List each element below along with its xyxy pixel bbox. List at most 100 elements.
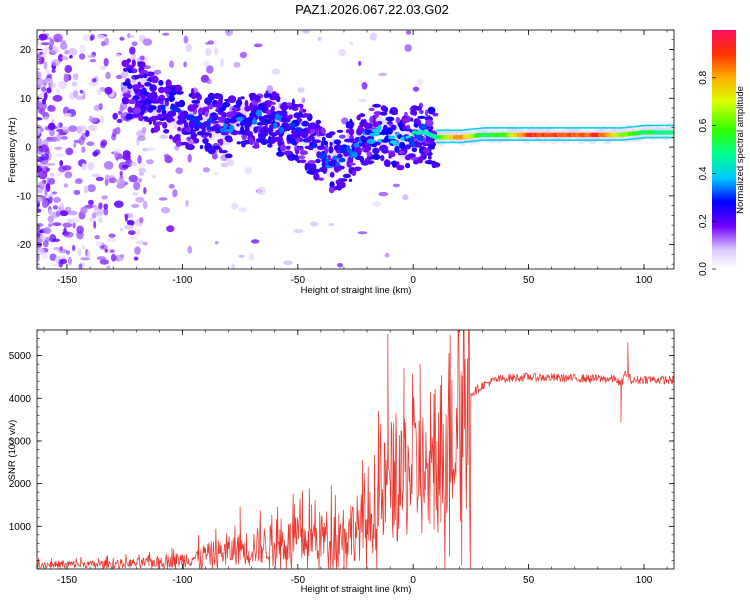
noise-blob <box>57 54 64 62</box>
noise-blob <box>129 236 138 240</box>
ridge-scatter <box>410 109 417 116</box>
ridge-scatter <box>291 154 296 161</box>
noise-blob <box>310 221 319 227</box>
ridge-scatter <box>372 103 382 108</box>
ridge-band-lower <box>512 139 516 141</box>
ridge-core <box>668 130 674 135</box>
ridge-scatter <box>125 113 134 120</box>
ridge-band-lower <box>502 139 506 141</box>
ridge-band-lower <box>578 139 582 141</box>
noise-blob <box>39 234 47 240</box>
noise-blob <box>59 246 63 251</box>
snr-ticks: -150 -100 -50 0 50 100 1000 2000 3000 4000 5000 <box>9 329 674 586</box>
ridge-scatter <box>368 107 375 112</box>
noise-blob <box>43 92 48 101</box>
ridge-core <box>249 112 256 118</box>
ridge-core <box>273 122 278 129</box>
ridge-scatter <box>366 151 373 157</box>
ridge-scatter <box>328 187 335 194</box>
noise-blob <box>357 231 368 235</box>
noise-blob <box>215 241 219 245</box>
ridge-core <box>366 138 376 145</box>
noise-blob <box>67 218 73 223</box>
ridge-band-upper <box>640 125 644 127</box>
noise-blob <box>338 49 347 56</box>
noise-blob <box>108 233 116 238</box>
ridge-scatter <box>304 162 308 171</box>
ridge-scatter <box>168 91 177 95</box>
noise-blob <box>39 107 46 116</box>
noise-blob <box>412 86 420 92</box>
x-tick-label: 50 <box>523 575 535 586</box>
ridge-scatter <box>315 119 322 125</box>
noise-blob <box>99 259 110 265</box>
ridge-core <box>184 121 189 129</box>
ridge-band-lower <box>657 136 662 139</box>
ridge-scatter <box>225 137 233 143</box>
ridge-scatter <box>431 162 441 168</box>
noise-blob <box>37 224 41 231</box>
noise-blob <box>48 128 56 137</box>
y-tick-label: -20 <box>17 240 32 251</box>
noise-blob <box>119 227 124 232</box>
noise-blob <box>37 208 42 214</box>
ridge-core <box>147 92 155 100</box>
ridge-scatter <box>312 168 321 173</box>
ridge-scatter <box>241 141 246 148</box>
noise-blob <box>114 254 124 262</box>
ridge-scatter <box>264 128 269 136</box>
snr-lines <box>37 330 674 569</box>
ridge-scatter <box>288 114 293 120</box>
ridge-scatter <box>170 86 176 91</box>
ridge-scatter <box>159 95 165 100</box>
ridge-band-upper <box>578 127 582 129</box>
noise-blob <box>384 252 390 258</box>
ridge-scatter <box>404 144 411 150</box>
noise-blob <box>104 174 110 180</box>
ridge-scatter <box>131 59 136 67</box>
ridge-band-lower <box>464 141 468 143</box>
ridge-core <box>263 114 271 119</box>
ridge-scatter <box>327 154 332 161</box>
noise-blob <box>114 126 121 135</box>
ridge-band-lower <box>519 139 523 141</box>
ridge-scatter <box>259 127 265 135</box>
noise-blob <box>77 248 82 257</box>
ridge-band-upper <box>619 127 624 129</box>
ridge-band-upper <box>616 127 620 129</box>
noise-blob <box>94 235 100 240</box>
ridge-scatter <box>413 160 419 165</box>
ridge-band-upper <box>637 125 641 127</box>
noise-blob <box>187 245 193 254</box>
noise-blob <box>54 146 63 150</box>
noise-blob <box>68 48 78 56</box>
ridge-core <box>300 131 309 139</box>
ridge-scatter <box>374 113 379 118</box>
ridge-scatter <box>351 170 357 176</box>
ridge-scatter <box>168 94 176 103</box>
ridge-scatter <box>336 129 344 133</box>
colorbar-tick-label: 0.6 <box>698 118 709 132</box>
noise-blob <box>372 201 382 207</box>
noise-blob <box>301 97 306 104</box>
ridge-core <box>418 136 424 142</box>
noise-blob <box>65 250 71 255</box>
noise-blob <box>405 30 412 35</box>
noise-blob <box>138 178 142 183</box>
ridge-band-lower <box>470 140 475 143</box>
ridge-band-upper <box>467 128 471 131</box>
ridge-scatter <box>236 141 241 145</box>
y-tick-label: 1000 <box>9 522 32 533</box>
noise-blob <box>127 32 131 39</box>
ridge-scatter <box>249 93 258 100</box>
ridge-scatter <box>169 134 173 140</box>
colorbar: 0.0 0.2 0.4 0.6 0.8 Normalized spectral ampl… <box>698 30 746 276</box>
ridge-band-lower <box>633 137 638 140</box>
noise-blob <box>139 55 145 61</box>
ridge-core <box>331 160 336 166</box>
x-tick-label: 0 <box>410 575 416 586</box>
noise-blob <box>271 68 281 75</box>
ridge-scatter <box>396 166 404 171</box>
ridge-core <box>236 116 245 122</box>
ridge-scatter <box>348 178 353 182</box>
